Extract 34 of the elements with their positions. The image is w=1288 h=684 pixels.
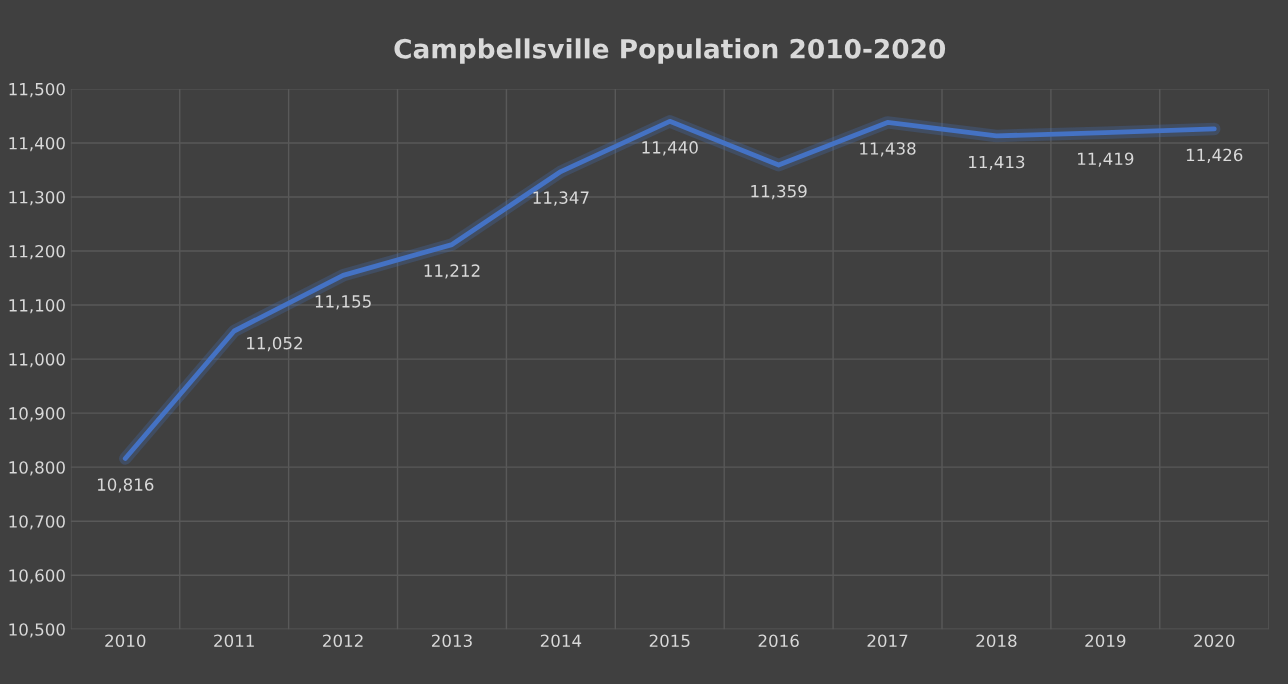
x-tick-label: 2015 [649, 634, 690, 648]
x-tick-label: 2013 [431, 634, 472, 648]
data-label: 11,419 [1078, 152, 1134, 167]
y-tick-label: 11,400 [9, 136, 65, 152]
y-tick-label: 10,500 [9, 623, 65, 638]
y-tick-label: 11,000 [9, 353, 65, 368]
y-tick-label: 11,100 [9, 299, 65, 314]
y-tick-label: 11,500 [9, 82, 65, 98]
x-tick-label: 2012 [323, 634, 363, 648]
y-tick-label: 11,300 [9, 190, 65, 206]
data-label: 11,440 [642, 141, 698, 156]
data-label: 11,413 [969, 155, 1025, 170]
x-tick-label: 2017 [867, 634, 908, 648]
x-tick-label: 2010 [105, 634, 146, 648]
y-tick-label: 10,600 [9, 569, 65, 584]
x-tick-label: 2011 [214, 634, 254, 648]
data-label: 11,212 [424, 264, 480, 279]
data-label: 11,052 [247, 336, 302, 352]
x-tick-label: 2016 [758, 634, 799, 648]
x-tick-label: 2018 [976, 634, 1017, 648]
data-label: 11,347 [533, 191, 589, 206]
x-tick-label: 2020 [1194, 634, 1235, 648]
y-tick-label: 10,800 [9, 461, 65, 476]
data-label: 11,155 [315, 295, 371, 310]
data-label: 10,816 [97, 478, 154, 493]
data-label: 11,359 [751, 184, 807, 200]
x-tick-label: 2014 [540, 634, 582, 648]
y-tick-label: 10,900 [9, 407, 65, 422]
y-tick-label: 10,700 [9, 515, 65, 530]
x-tick-label: 2019 [1085, 634, 1126, 648]
data-label: 11,438 [860, 142, 916, 157]
y-tick-label: 11,200 [9, 244, 65, 260]
data-label: 11,426 [1186, 148, 1243, 163]
chart-title: Campbellsville Population 2010-2020 [394, 38, 946, 64]
